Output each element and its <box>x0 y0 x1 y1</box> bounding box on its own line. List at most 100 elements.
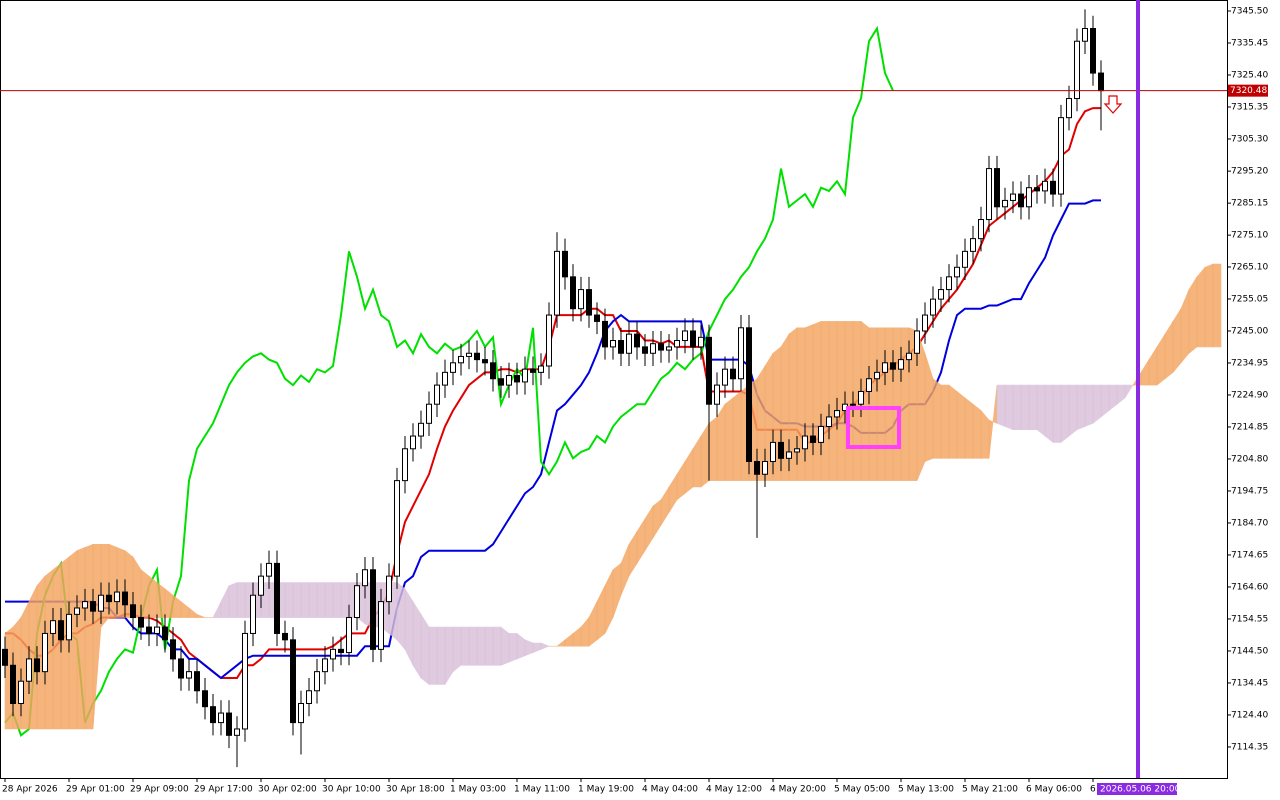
candle-body <box>1042 180 1048 192</box>
x-tick-label: 30 Apr 10:00 <box>322 785 381 795</box>
candle-body <box>434 384 440 405</box>
candle-body <box>1082 27 1088 42</box>
cloud-segment <box>1124 384 1134 399</box>
candle-body <box>770 441 776 463</box>
cloud-segment <box>1052 384 1062 443</box>
candle-body <box>1058 117 1064 195</box>
candle-body <box>586 289 592 316</box>
candle-body <box>530 368 536 373</box>
x-tick-label: 30 Apr 18:00 <box>386 785 445 795</box>
candle-body <box>242 632 248 730</box>
candle-body <box>258 575 264 596</box>
cloud-segment <box>284 582 294 618</box>
candle-body <box>282 632 288 641</box>
candle-body <box>466 352 472 357</box>
candle-body <box>354 585 360 619</box>
cloud-segment <box>820 321 830 481</box>
candle-body <box>642 346 648 354</box>
last-price-label: 7320.48 <box>1230 86 1267 96</box>
cloud-segment <box>412 600 422 680</box>
y-tick-label: 7315.35 <box>1231 102 1268 112</box>
candle-body <box>658 343 664 351</box>
y-tick-label: 7325.40 <box>1231 70 1268 80</box>
candle-body <box>906 352 912 361</box>
cloud-segment <box>724 397 734 481</box>
candle-body <box>682 330 688 342</box>
y-tick-label: 7164.60 <box>1231 582 1268 592</box>
candle-body <box>330 648 336 660</box>
candle-body <box>986 168 992 221</box>
candle-body <box>826 416 832 427</box>
candle-body <box>474 352 480 361</box>
candle-body <box>18 680 24 704</box>
cloud-segment <box>1092 384 1102 424</box>
x-tick-label: 4 May 20:00 <box>770 785 826 795</box>
candle-body <box>418 422 424 437</box>
y-tick-label: 7224.90 <box>1231 390 1268 400</box>
x-tick-label: 6 <box>1090 785 1096 795</box>
candle-body <box>1026 187 1032 208</box>
cloud-segment <box>836 321 846 481</box>
sell-arrow <box>1103 95 1123 114</box>
cloud-segment <box>524 639 534 657</box>
candle-body <box>538 365 544 373</box>
candle-body <box>386 575 392 603</box>
last-price-tag <box>1228 84 1268 97</box>
candle-body <box>74 607 80 615</box>
candle-body <box>666 346 672 351</box>
y-tick-label: 7345.50 <box>1231 6 1268 16</box>
cloud-segment <box>956 390 966 459</box>
x-tick-label: 29 Apr 17:00 <box>194 785 253 795</box>
candle-body <box>1002 199 1008 208</box>
candle-body <box>82 601 88 609</box>
candle-body <box>994 168 1000 208</box>
candle-body <box>50 620 56 634</box>
x-tick-label: 5 May 05:00 <box>834 785 890 795</box>
candle-body <box>730 368 736 380</box>
cloud-segment <box>428 626 438 685</box>
candle-body <box>914 330 920 354</box>
cloud-segment <box>940 384 950 459</box>
candle-body <box>98 594 104 612</box>
candle-body <box>850 403 856 406</box>
candle-body <box>114 591 120 603</box>
cloud-segment <box>1012 384 1022 430</box>
cloud-segment <box>60 556 70 730</box>
candle-body <box>738 327 744 380</box>
cloud-segment <box>1084 384 1094 427</box>
candle-body <box>794 448 800 453</box>
candle-body <box>290 639 296 724</box>
y-tick-label: 7214.85 <box>1231 422 1268 432</box>
cloud-segment <box>900 327 910 481</box>
cloud-segment <box>340 582 350 618</box>
candle-body <box>370 569 376 650</box>
candle-body <box>482 359 488 364</box>
candle-body <box>506 375 512 386</box>
candle-body <box>402 448 408 482</box>
y-tick-label: 7234.95 <box>1231 358 1268 368</box>
candle-body <box>130 604 136 619</box>
candle-body <box>66 613 72 641</box>
y-tick-label: 7245.00 <box>1231 326 1268 336</box>
candle-body <box>1010 193 1016 201</box>
candle-body <box>514 375 520 383</box>
candle-body <box>306 690 312 704</box>
candle-body <box>162 626 168 641</box>
candle-body <box>186 671 192 679</box>
x-tick-label: 1 May 19:00 <box>578 785 634 795</box>
candle-body <box>194 671 200 692</box>
x-tick-label: 1 May 03:00 <box>450 785 506 795</box>
candle-body <box>754 461 760 475</box>
cloud-segment <box>796 327 806 481</box>
candle-body <box>1050 180 1056 195</box>
cloud-segment <box>500 626 510 666</box>
cloud-segment <box>228 582 238 618</box>
cloud-segment <box>332 582 342 618</box>
candle-body <box>298 702 304 724</box>
candle-body <box>234 728 240 736</box>
candle-body <box>866 378 872 392</box>
x-tick-label: 29 Apr 09:00 <box>130 785 189 795</box>
candle-body <box>706 336 712 405</box>
cloud-segment <box>708 416 718 481</box>
